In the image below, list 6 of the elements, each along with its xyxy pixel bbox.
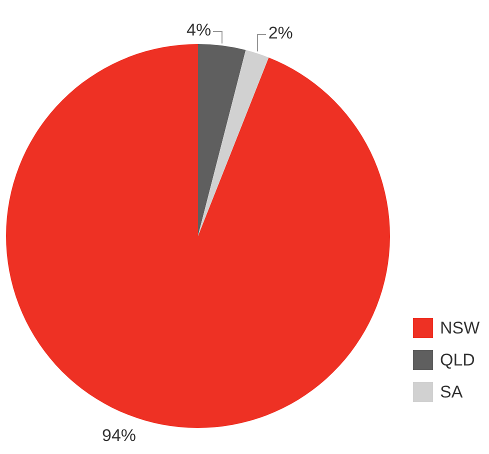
data-label: 4% [186,20,212,40]
legend-label: NSW [440,318,480,338]
data-label: 94% [102,426,136,446]
legend-label: QLD [440,350,475,370]
legend-label: SA [440,382,464,402]
data-label: 2% [268,24,293,43]
